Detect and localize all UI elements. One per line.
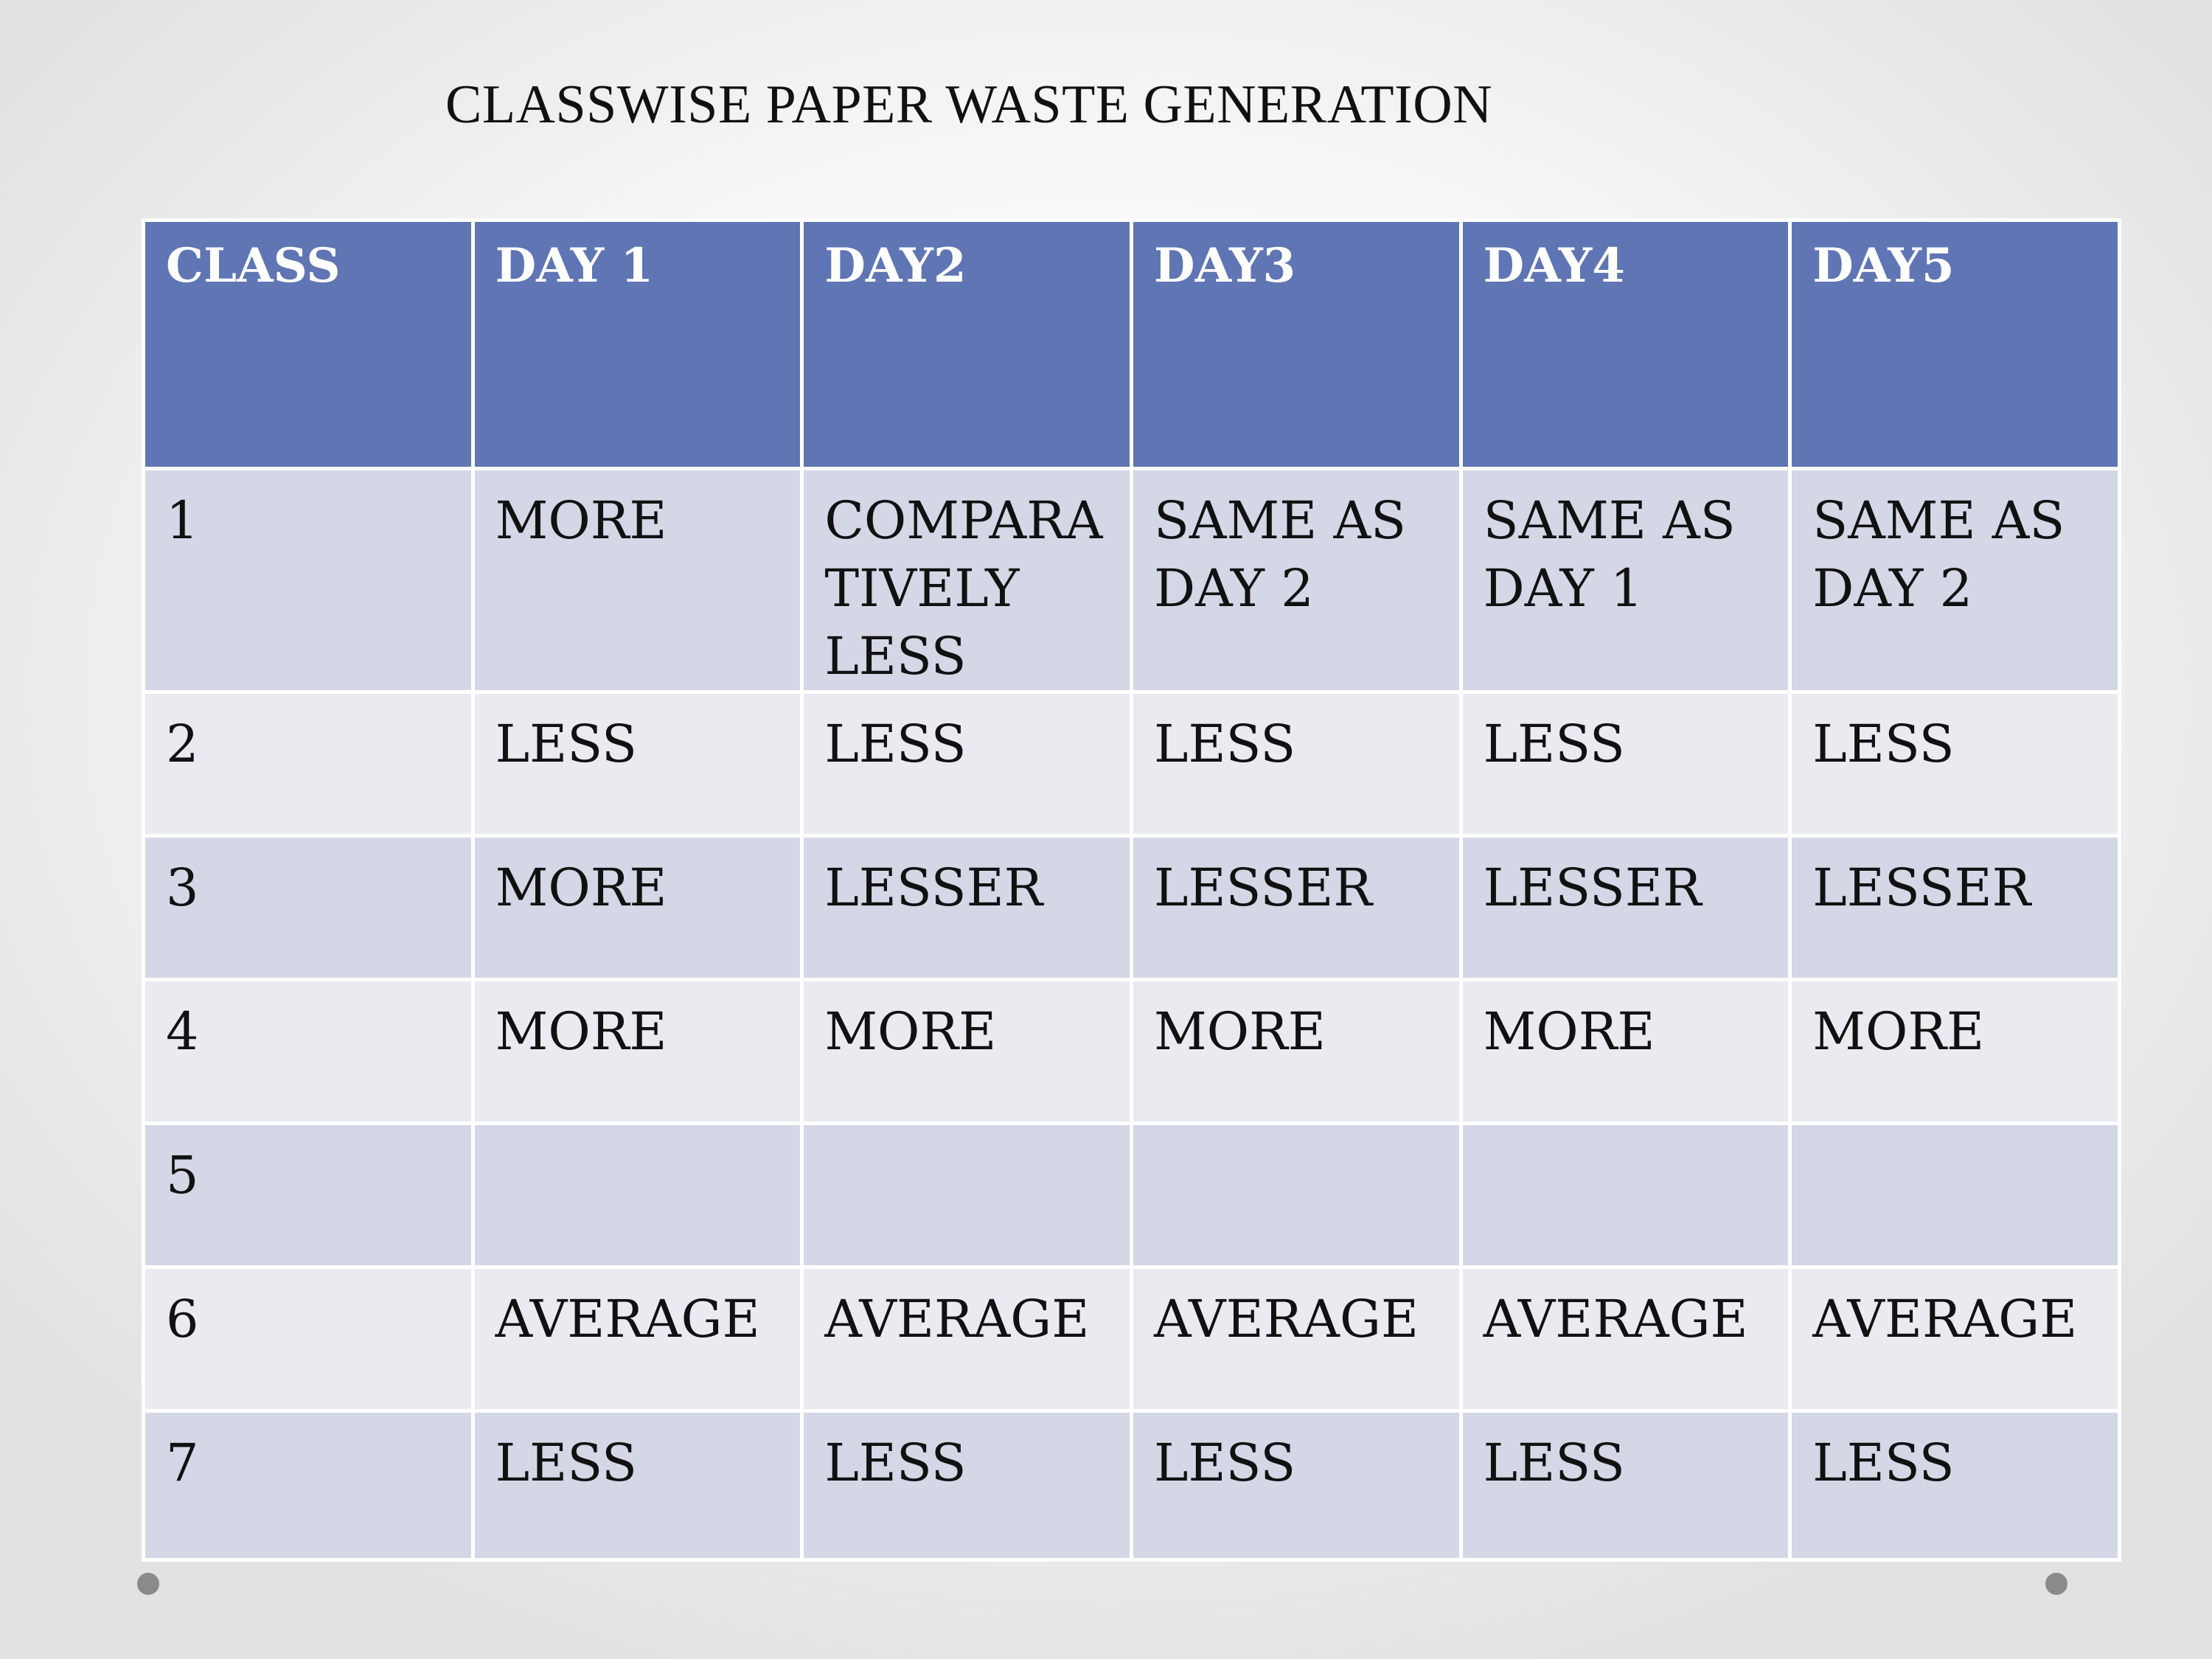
table-cell — [800, 1121, 1133, 1269]
table-row: 2 LESS LESS LESS LESS LESS — [142, 690, 2121, 838]
table-cell: LESSER — [1788, 834, 2121, 981]
table-cell: LESSER — [1458, 834, 1792, 981]
table-row: 5 — [142, 1121, 2121, 1269]
table-cell: LESS — [470, 690, 804, 838]
header-day-5: DAY5 — [1788, 218, 2121, 470]
table-cell: LESS — [1458, 690, 1792, 838]
table-cell — [1458, 1121, 1792, 1269]
table-cell: AVERAGE — [1788, 1265, 2121, 1413]
table-row: 6 AVERAGE AVERAGE AVERAGE AVERAGE AVERAG… — [142, 1265, 2121, 1413]
table-cell: LESSER — [800, 834, 1133, 981]
table-cell: SAME AS DAY 2 — [1788, 467, 2121, 694]
table-cell: 3 — [142, 834, 475, 981]
table-row: 4 MORE MORE MORE MORE MORE — [142, 978, 2121, 1125]
header-day-1: DAY 1 — [470, 218, 804, 470]
table-header-row: CLASS DAY 1 DAY2 DAY3 DAY4 DAY5 — [142, 218, 2121, 470]
table-cell: LESS — [1788, 690, 2121, 838]
table-cell: 7 — [142, 1409, 475, 1562]
table-row: 3 MORE LESSER LESSER LESSER LESSER — [142, 834, 2121, 981]
table-cell: AVERAGE — [1129, 1265, 1463, 1413]
table-cell: 6 — [142, 1265, 475, 1413]
table-row: 1 MORE COMPARA TIVELY LESS SAME AS DAY 2… — [142, 467, 2121, 694]
table-cell — [1129, 1121, 1463, 1269]
table-cell: MORE — [470, 834, 804, 981]
table-cell: AVERAGE — [1458, 1265, 1792, 1413]
table-cell: MORE — [470, 978, 804, 1125]
table-row: 7 LESS LESS LESS LESS LESS — [142, 1409, 2121, 1562]
table-cell: SAME AS DAY 1 — [1458, 467, 1792, 694]
table-cell: LESSER — [1129, 834, 1463, 981]
table-cell: MORE — [1129, 978, 1463, 1125]
table-cell: COMPARA TIVELY LESS — [800, 467, 1133, 694]
table-cell: LESS — [800, 690, 1133, 838]
slide-nav-dot-left — [137, 1573, 159, 1595]
table-cell: 4 — [142, 978, 475, 1125]
table-cell — [470, 1121, 804, 1269]
header-day-3: DAY3 — [1129, 218, 1463, 470]
header-day-2: DAY2 — [800, 218, 1133, 470]
table-cell: MORE — [1458, 978, 1792, 1125]
table-cell: MORE — [1788, 978, 2121, 1125]
table-cell: AVERAGE — [800, 1265, 1133, 1413]
header-day-4: DAY4 — [1458, 218, 1792, 470]
table-cell: 2 — [142, 690, 475, 838]
table-cell: MORE — [800, 978, 1133, 1125]
table-cell: LESS — [1129, 1409, 1463, 1562]
table-cell: LESS — [470, 1409, 804, 1562]
slide-nav-dot-right — [2045, 1573, 2067, 1595]
table-cell: LESS — [1788, 1409, 2121, 1562]
slide-title: CLASSWISE PAPER WASTE GENERATION — [445, 74, 1493, 135]
table-cell: 1 — [142, 467, 475, 694]
table-cell: LESS — [800, 1409, 1133, 1562]
table-cell: SAME AS DAY 2 — [1129, 467, 1463, 694]
table-cell: LESS — [1129, 690, 1463, 838]
table-cell: LESS — [1458, 1409, 1792, 1562]
header-class: CLASS — [142, 218, 475, 470]
table-cell: 5 — [142, 1121, 475, 1269]
table-cell: AVERAGE — [470, 1265, 804, 1413]
table-cell — [1788, 1121, 2121, 1269]
paper-waste-table: CLASS DAY 1 DAY2 DAY3 DAY4 DAY5 1 MORE C… — [142, 218, 2121, 1562]
table-cell: MORE — [470, 467, 804, 694]
